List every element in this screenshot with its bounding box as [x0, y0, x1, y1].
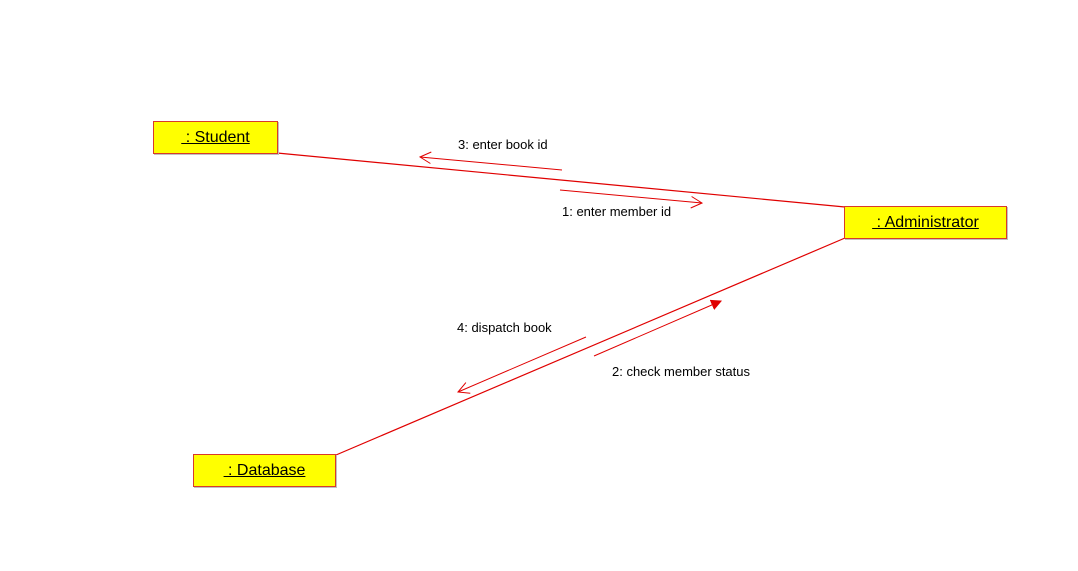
message-2-arrow-line — [593, 299, 723, 357]
message-3-arrow-line — [419, 156, 563, 171]
message-3-arrowhead — [418, 151, 432, 164]
message-4-label: 4: dispatch book — [457, 320, 552, 335]
message-4-arrowhead — [457, 382, 471, 394]
message-1-label: 1: enter member id — [562, 204, 672, 219]
message-1-arrowhead — [690, 196, 704, 209]
message-4-arrow-line — [457, 336, 587, 393]
message-1-arrow-line — [559, 189, 703, 204]
object-administrator[interactable]: : Administrator — [844, 206, 1007, 239]
link-administrator-database — [335, 237, 846, 456]
object-student[interactable]: : Student — [153, 121, 278, 154]
message-3-label: 3: enter book id — [458, 137, 548, 152]
link-student-administrator — [276, 152, 846, 208]
object-database[interactable]: : Database — [193, 454, 336, 487]
message-2-label: 2: check member status — [612, 364, 750, 379]
